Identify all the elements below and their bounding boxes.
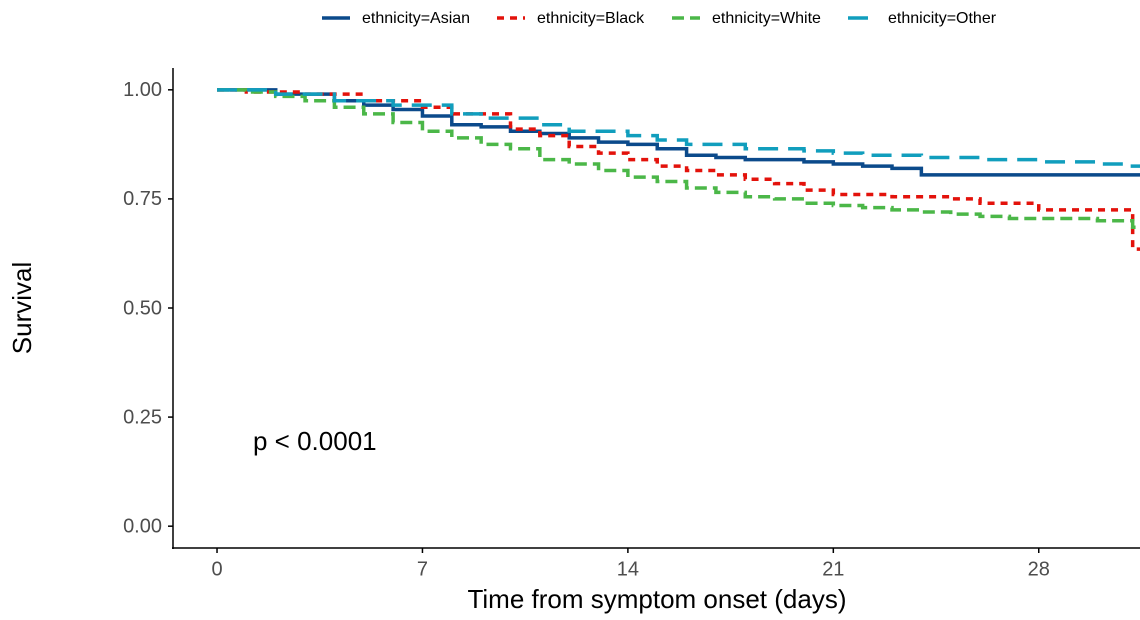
x-axis-title: Time from symptom onset (days) [467,584,846,614]
legend-label: ethnicity=Black [537,10,645,27]
p-value-annotation: p < 0.0001 [253,426,377,456]
y-axis-title: Survival [7,262,37,354]
x-tick-label: 28 [1028,558,1050,580]
survival-curve [217,88,1140,230]
x-tick-label: 14 [617,558,639,580]
survival-curve [217,88,1140,168]
x-tick-label: 21 [822,558,844,580]
y-tick-label: 0.00 [123,515,162,537]
y-tick-label: 0.50 [123,297,162,319]
survival-curve [217,88,1140,251]
legend-label: ethnicity=Asian [362,10,470,27]
x-tick-label: 7 [417,558,428,580]
x-tick-label: 0 [211,558,222,580]
survival-curve [217,88,1140,177]
legend-label: ethnicity=Other [888,10,997,27]
y-tick-label: 1.00 [123,79,162,101]
y-tick-label: 0.25 [123,406,162,428]
legend-label: ethnicity=White [712,10,821,27]
y-tick-label: 0.75 [123,188,162,210]
